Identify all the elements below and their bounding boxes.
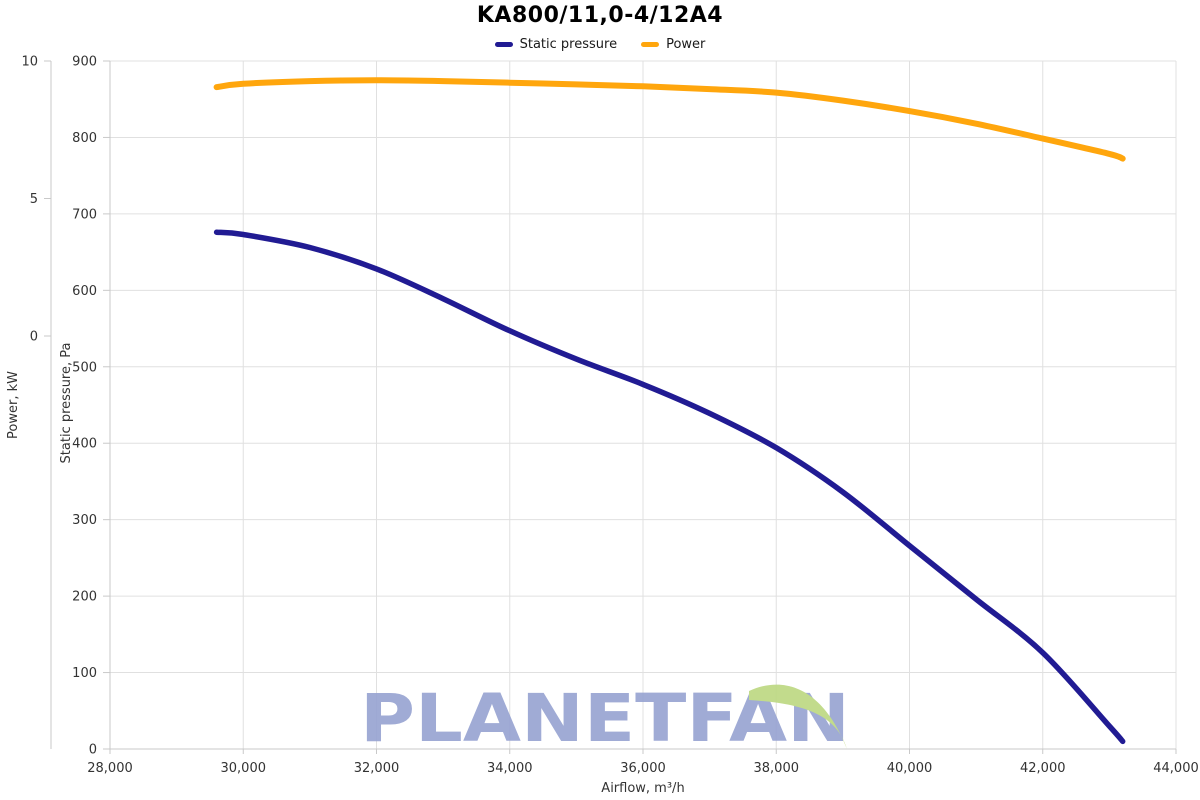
pressure-tick-label: 500 xyxy=(72,360,97,375)
x-tick-label: 40,000 xyxy=(887,761,933,776)
x-tick-label: 42,000 xyxy=(1020,761,1066,776)
x-tick-label: 28,000 xyxy=(87,761,133,776)
axes xyxy=(50,61,1176,750)
pressure-tick-label: 200 xyxy=(72,590,97,605)
pressure-tick-label: 300 xyxy=(72,513,97,528)
leaf-icon xyxy=(749,684,847,749)
power-tick-label: 0 xyxy=(30,330,38,345)
x-tick-label: 38,000 xyxy=(754,761,800,776)
legend-item-static-pressure[interactable]: Static pressure xyxy=(494,37,618,52)
x-tick-label: 34,000 xyxy=(487,761,533,776)
x-tick-label: 32,000 xyxy=(354,761,400,776)
power-tick-label: 5 xyxy=(30,192,38,207)
chart-legend: Static pressure Power xyxy=(0,37,1200,52)
x-tick-label: 30,000 xyxy=(221,761,267,776)
legend-label-power: Power xyxy=(666,37,706,52)
legend-item-power[interactable]: Power xyxy=(641,37,705,52)
power-tick-label: 10 xyxy=(21,55,38,70)
pressure-tick-label: 100 xyxy=(72,666,97,681)
legend-swatch-static-pressure xyxy=(494,42,513,47)
pressure-tick-label: 900 xyxy=(72,55,97,70)
pressure-axis-title: Static pressure, Pa xyxy=(59,343,74,464)
tick-labels: 0 100 200 300 400 500 600 700 800 900 0 5 10 28,000 30… xyxy=(21,55,1198,777)
power-axis-title: Power, kW xyxy=(6,371,21,439)
pressure-tick-label: 700 xyxy=(72,207,97,222)
watermark-logo: PLANETFAN xyxy=(360,680,850,757)
pressure-tick-label: 800 xyxy=(72,131,97,146)
x-tick-label: 44,000 xyxy=(1153,761,1199,776)
pressure-tick-label: 600 xyxy=(72,284,97,299)
pressure-tick-label: 400 xyxy=(72,437,97,452)
legend-swatch-power xyxy=(641,42,660,47)
x-tick-label: 36,000 xyxy=(620,761,666,776)
power-curve xyxy=(213,77,1126,162)
chart-title: KA800/11,0-4/12A4 xyxy=(476,3,724,28)
static-pressure-curve xyxy=(213,229,1126,745)
gridlines xyxy=(109,60,1177,750)
pressure-tick-label: 0 xyxy=(89,743,97,758)
legend-label-static-pressure: Static pressure xyxy=(519,37,618,52)
x-axis-title: Airflow, m³/h xyxy=(601,781,684,796)
